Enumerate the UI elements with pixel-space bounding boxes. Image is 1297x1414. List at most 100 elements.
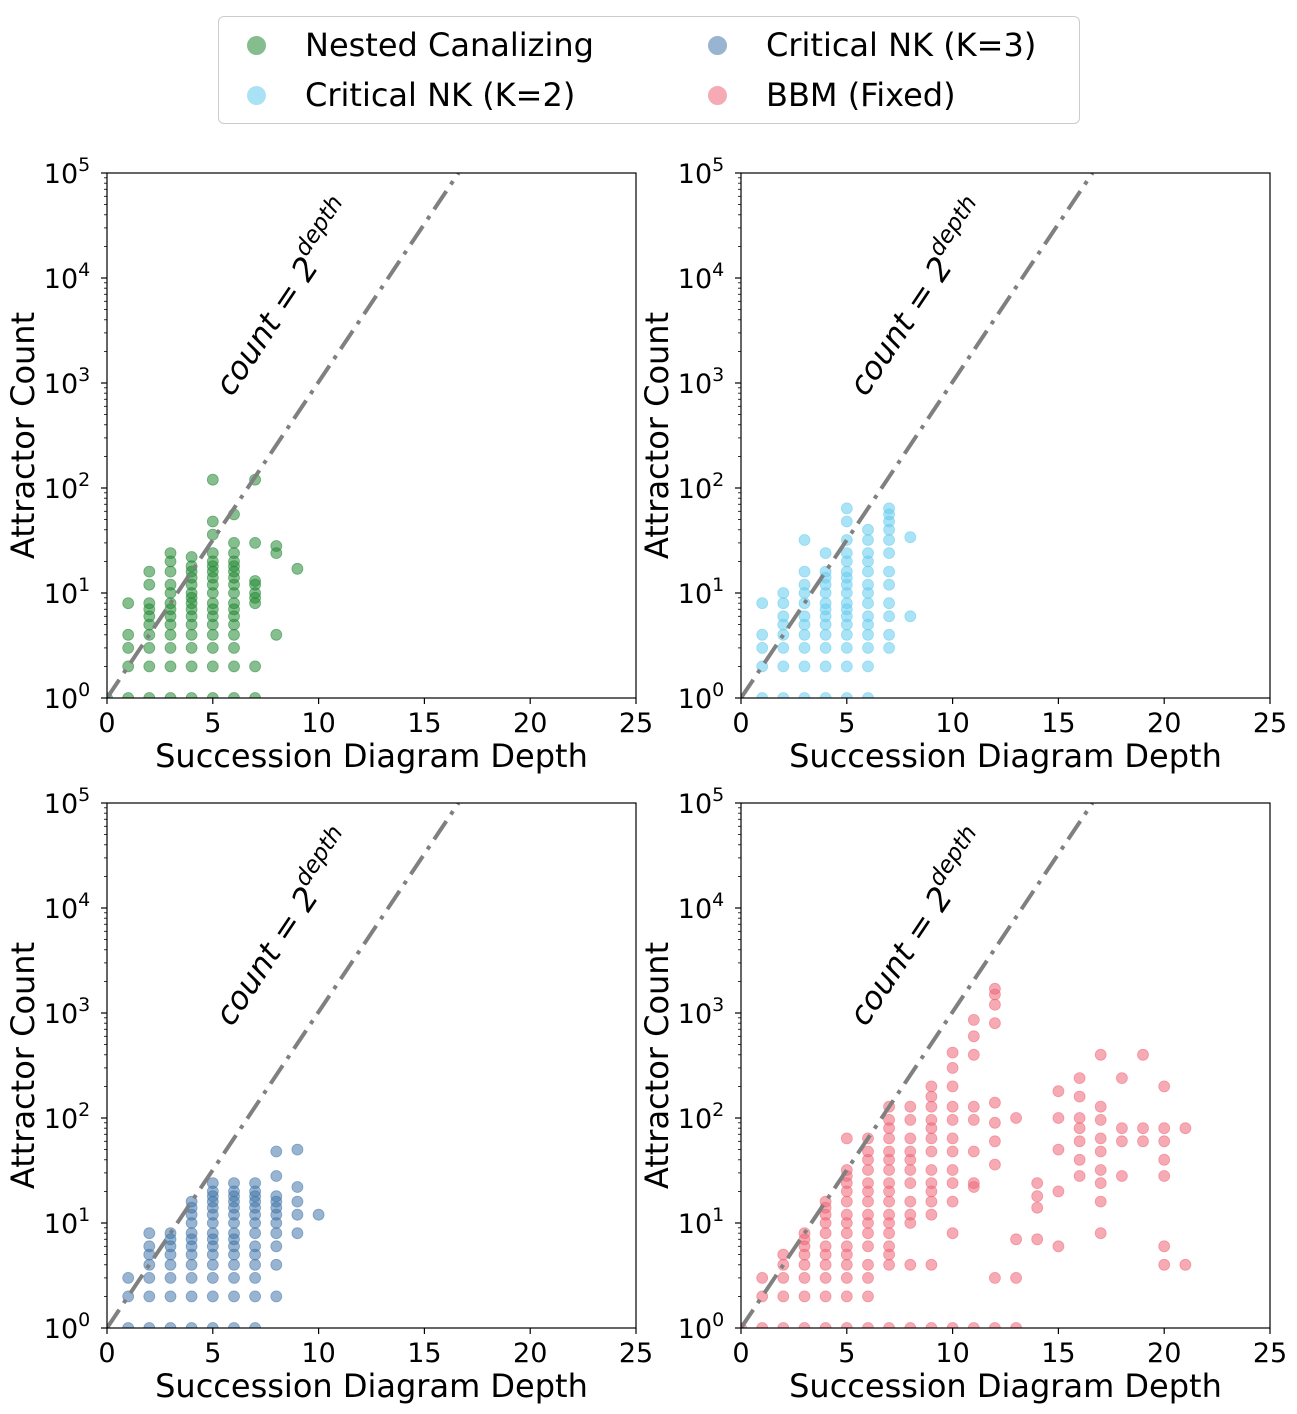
data-point (228, 1177, 240, 1189)
data-point (143, 597, 156, 610)
data-point (819, 1290, 832, 1303)
data-point (925, 1322, 938, 1328)
reference-line (107, 173, 461, 698)
data-point (904, 1195, 917, 1208)
data-point (819, 1322, 832, 1328)
data-point (1158, 1135, 1171, 1148)
data-point (164, 1322, 177, 1328)
data-point (122, 628, 135, 641)
data-point (840, 1272, 853, 1284)
data-point (270, 540, 283, 552)
data-point (883, 597, 895, 610)
data-point (756, 597, 769, 610)
data-point (798, 565, 811, 578)
data-point (185, 1272, 198, 1284)
data-point (840, 628, 853, 641)
data-point (143, 1240, 156, 1253)
chart-panel-nested-canalizing: count = 2depth 0 5 10 15 20 25 100 101 102 103 104 1… (4, 154, 653, 775)
data-point (291, 1227, 304, 1240)
data-point (185, 1258, 198, 1271)
data-point (798, 660, 811, 673)
data-point (925, 1080, 938, 1093)
data-point (777, 642, 790, 654)
data-point (798, 628, 811, 641)
data-point (819, 1227, 832, 1240)
data-point (1158, 1153, 1171, 1166)
data-point (1052, 1240, 1065, 1253)
data-point (967, 1100, 980, 1113)
plot-frame (106, 172, 637, 699)
data-point (1158, 1258, 1171, 1271)
data-point (1010, 1322, 1022, 1328)
data-point (989, 1322, 1001, 1328)
data-point (249, 1227, 262, 1240)
data-point (989, 1158, 1001, 1171)
data-point (862, 1164, 874, 1176)
data-point (206, 1258, 219, 1271)
data-point (185, 642, 198, 654)
data-point (143, 1272, 156, 1284)
data-point (946, 1080, 959, 1093)
data-point (249, 1177, 262, 1189)
data-point (1073, 1122, 1086, 1135)
data-point (904, 1100, 917, 1113)
data-point (777, 1290, 790, 1303)
data-point (270, 1240, 283, 1253)
data-point (883, 1258, 895, 1271)
data-point (249, 537, 262, 549)
chart-panel-critical-nk-k3: count = 2depth 0 5 10 15 20 25 100 101 102 103 104 1… (4, 784, 653, 1405)
data-point (777, 660, 790, 673)
x-tick-label: 25 (619, 708, 653, 739)
x-axis-label: Succession Diagram Depth (789, 737, 1222, 775)
data-point (1052, 1143, 1065, 1156)
data-point (291, 1208, 304, 1221)
data-point (164, 660, 177, 673)
data-point (756, 1290, 769, 1303)
data-point (989, 1272, 1001, 1284)
data-point (777, 1258, 790, 1271)
data-point (1031, 1177, 1044, 1189)
data-point (798, 578, 811, 591)
data-point (883, 1240, 895, 1253)
y-tick-label: 100 (44, 1309, 90, 1345)
data-point (206, 628, 219, 641)
data-point (270, 1290, 283, 1303)
data-point (1094, 1145, 1107, 1158)
data-point (989, 1096, 1001, 1109)
data-point (883, 642, 895, 654)
data-point (798, 642, 811, 654)
x-tick-label: 20 (513, 708, 547, 739)
data-point (1094, 1195, 1107, 1208)
y-tick-label: 101 (678, 1204, 724, 1240)
data-point (862, 642, 874, 654)
data-points (741, 982, 1192, 1328)
data-point (1116, 1170, 1128, 1182)
data-point (122, 1290, 135, 1303)
data-point (883, 1145, 895, 1158)
data-point (1094, 1048, 1107, 1061)
x-tick-label: 10 (301, 1338, 335, 1369)
x-axis-label: Succession Diagram Depth (155, 737, 588, 775)
data-points (107, 473, 304, 698)
y-axis-label: Attractor Count (638, 312, 676, 559)
data-point (862, 1272, 874, 1284)
data-point (819, 692, 832, 698)
data-point (122, 1272, 135, 1284)
data-point (185, 1195, 198, 1208)
data-point (164, 547, 177, 559)
data-point (840, 692, 853, 698)
legend-label: Critical NK (K=2) (305, 76, 576, 114)
data-point (185, 551, 198, 563)
data-point (291, 1143, 304, 1156)
data-point (883, 1208, 895, 1221)
legend-marker-bbm-fixed (708, 85, 727, 105)
data-point (1073, 1112, 1086, 1124)
y-tick-label: 104 (678, 889, 724, 925)
data-point (270, 628, 283, 641)
data-point (840, 515, 853, 528)
data-point (840, 597, 853, 610)
y-tick-label: 100 (44, 679, 90, 715)
data-point (862, 523, 874, 536)
data-point (1052, 1085, 1065, 1098)
x-tick-label: 0 (732, 1338, 749, 1369)
